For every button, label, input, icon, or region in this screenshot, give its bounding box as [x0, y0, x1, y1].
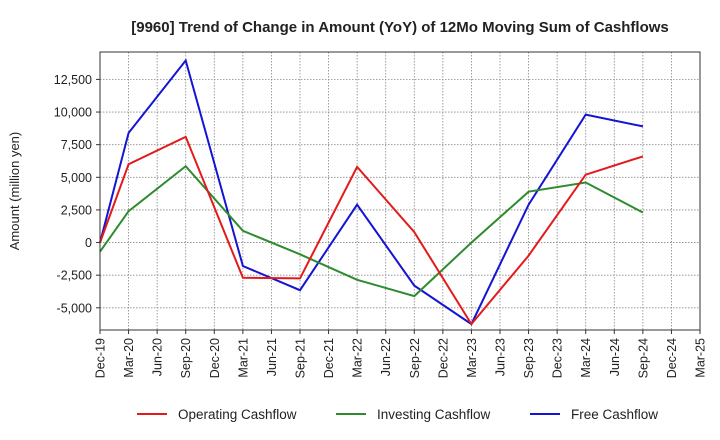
- y-tick-label: -2,500: [57, 269, 92, 283]
- series-lines: [99, 58, 644, 326]
- x-tick-label: Dec-19: [94, 338, 108, 378]
- x-tick-label: Dec-22: [436, 338, 450, 378]
- y-ticks: 12,500 10,000 7,500 5,000 2,500 0 -2,500 -5,000: [54, 73, 100, 315]
- x-tick-label: Sep-23: [522, 338, 536, 378]
- x-tick-label: Mar-21: [236, 338, 250, 378]
- y-tick-label: 12,500: [54, 73, 92, 87]
- y-tick-label: 2,500: [61, 203, 92, 217]
- grid: [99, 52, 701, 330]
- x-tick-label: Jun-20: [151, 338, 165, 376]
- plot-frame: [99, 51, 701, 331]
- x-tick-label: Mar-24: [579, 338, 593, 378]
- legend-label: Free Cashflow: [571, 407, 658, 422]
- x-tick-label: Dec-20: [208, 338, 222, 378]
- x-tick-label: Sep-22: [408, 338, 422, 378]
- y-tick-label: 5,000: [61, 171, 92, 185]
- x-tick-label: Mar-25: [694, 338, 708, 378]
- x-tick-label: Jun-21: [265, 338, 279, 376]
- x-ticks: Dec-19 Mar-20 Jun-20 Sep-20 Dec-20 Mar-21 Jun-…: [94, 330, 708, 378]
- series-line-investing-cashflow: [99, 164, 644, 298]
- x-tick-label: Dec-23: [551, 338, 565, 378]
- x-tick-label: Sep-21: [294, 338, 308, 378]
- y-tick-label: 0: [85, 236, 92, 250]
- legend: Operating Cashflow Investing Cashflow Free…: [137, 407, 658, 422]
- x-tick-label: Dec-24: [665, 338, 679, 378]
- x-tick-label: Sep-24: [636, 338, 650, 378]
- y-tick-label: 10,000: [54, 106, 92, 120]
- y-tick-label: -5,000: [57, 301, 92, 315]
- x-tick-label: Jun-24: [608, 338, 622, 376]
- x-tick-label: Dec-21: [322, 338, 336, 378]
- x-tick-label: Jun-22: [379, 338, 393, 376]
- legend-label: Operating Cashflow: [178, 407, 297, 422]
- y-tick-label: 7,500: [61, 138, 92, 152]
- series-line-free-cashflow: [99, 58, 644, 326]
- x-tick-label: Mar-20: [122, 338, 136, 378]
- x-tick-label: Mar-22: [351, 338, 365, 378]
- y-axis-label: Amount (million yen): [7, 132, 22, 251]
- legend-label: Investing Cashflow: [377, 407, 491, 422]
- x-tick-label: Jun-23: [494, 338, 508, 376]
- x-tick-label: Sep-20: [179, 338, 193, 378]
- chart-title: [9960] Trend of Change in Amount (YoY) o…: [131, 19, 669, 36]
- x-tick-label: Mar-23: [465, 338, 479, 378]
- series-line-operating-cashflow: [99, 135, 644, 326]
